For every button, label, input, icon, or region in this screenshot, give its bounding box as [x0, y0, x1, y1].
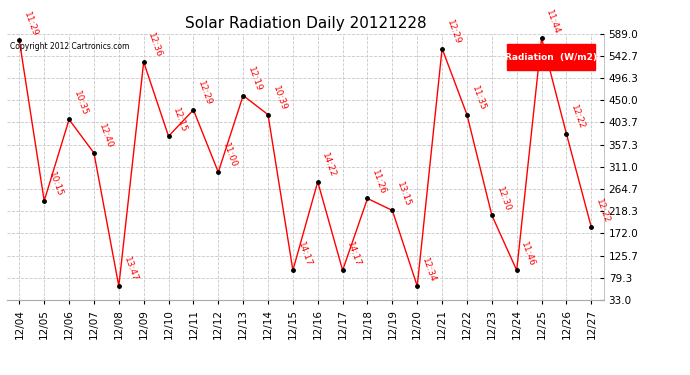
Title: Solar Radiation Daily 20121228: Solar Radiation Daily 20121228	[184, 16, 426, 31]
Text: 14:17: 14:17	[346, 240, 363, 267]
Text: 12:30: 12:30	[495, 185, 512, 213]
Text: 10:15: 10:15	[47, 171, 64, 198]
Text: 13:47: 13:47	[121, 256, 139, 284]
Text: 11:46: 11:46	[520, 240, 537, 267]
Text: 11:35: 11:35	[470, 84, 487, 112]
Text: 11:00: 11:00	[221, 142, 238, 170]
Text: 14:17: 14:17	[296, 240, 313, 267]
Text: 10:35: 10:35	[72, 89, 89, 117]
Text: 12:19: 12:19	[246, 66, 263, 93]
Text: 10:39: 10:39	[270, 84, 288, 112]
Text: 11:44: 11:44	[544, 8, 562, 35]
Text: 13:15: 13:15	[395, 180, 413, 208]
Text: 14:22: 14:22	[321, 152, 337, 179]
Text: Copyright 2012 Cartronics.com: Copyright 2012 Cartronics.com	[10, 42, 129, 51]
Text: 11:26: 11:26	[371, 168, 388, 196]
Text: Radiation  (W/m2): Radiation (W/m2)	[505, 53, 598, 62]
Text: 12:34: 12:34	[420, 256, 437, 284]
Text: 12:40: 12:40	[97, 123, 114, 150]
Text: 12:22: 12:22	[569, 104, 586, 131]
Text: 12:15: 12:15	[171, 106, 188, 134]
Text: 11:29: 11:29	[22, 10, 39, 38]
Text: 12:29: 12:29	[196, 80, 213, 107]
Text: 12:36: 12:36	[146, 32, 164, 59]
Bar	[507, 44, 595, 70]
Text: 12:29: 12:29	[445, 19, 462, 46]
Text: 12:22: 12:22	[594, 197, 611, 224]
